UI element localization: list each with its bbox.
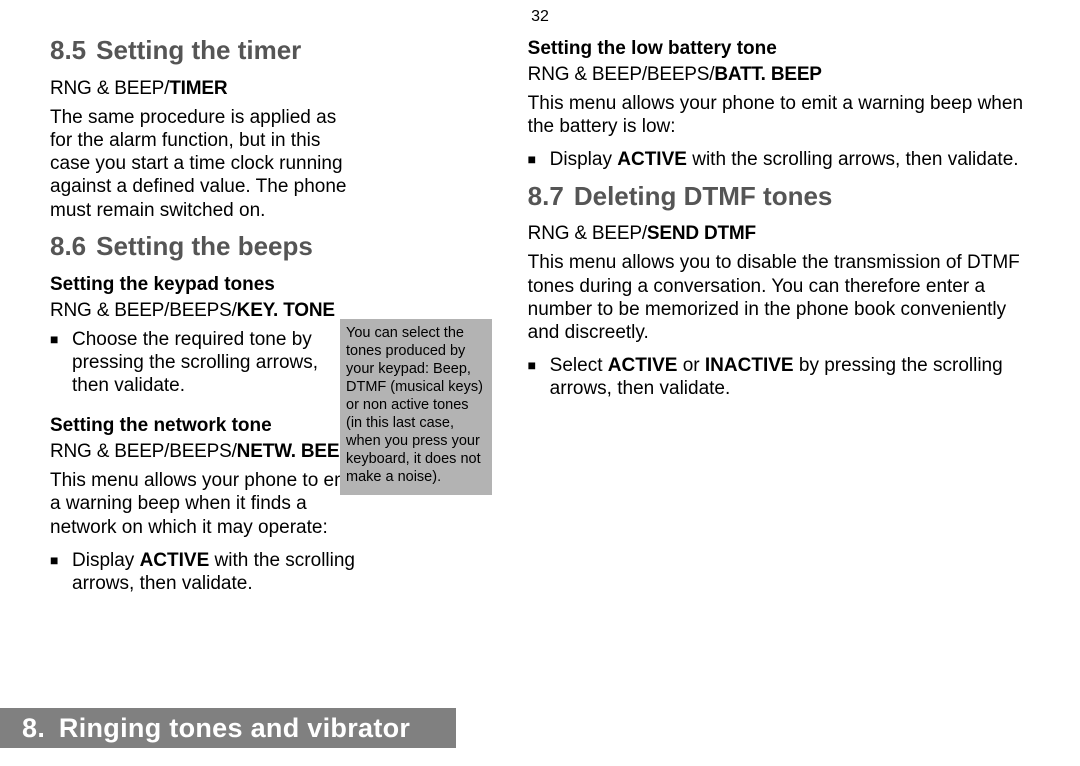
right-column: Setting the low battery tone RNG & BEEP/… [528, 22, 1030, 603]
keypad-side-note: You can select the tones produced by you… [340, 319, 492, 495]
heading-8-6: 8.6 Setting the beeps [50, 232, 488, 262]
menu-path-leaf: SEND DTMF [647, 223, 756, 244]
menu-path-leaf: TIMER [169, 78, 227, 99]
bullet-frag-bold: ACTIVE [140, 550, 210, 571]
bullet-text: Display ACTIVE with the scrolling arrows… [550, 148, 1030, 171]
subheading-low-battery: Setting the low battery tone [528, 38, 1030, 60]
menu-path-prefix: RNG & BEEP/ [528, 223, 647, 244]
menu-path-timer: RNG & BEEP/TIMER [50, 78, 488, 100]
heading-number: 8.5 [50, 35, 86, 65]
heading-8-5: 8.5 Setting the timer [50, 36, 488, 66]
bullet-frag: with the scrolling arrows, then validate… [687, 149, 1019, 170]
bullet-frag: Display [550, 149, 618, 170]
heading-text: Setting the timer [96, 35, 301, 65]
menu-path-battbeep: RNG & BEEP/BEEPS/BATT. BEEP [528, 64, 1030, 86]
network-bullet: ■ Display ACTIVE with the scrolling arro… [50, 549, 380, 595]
content-columns: 8.5 Setting the timer RNG & BEEP/TIMER Th… [50, 10, 1030, 603]
heading-number: 8.7 [528, 181, 564, 211]
bullet-frag: or [677, 355, 704, 376]
bullet-icon: ■ [50, 549, 72, 595]
bullet-text: Choose the required tone by pressing the… [72, 328, 330, 398]
battery-paragraph: This menu allows your phone to emit a wa… [528, 92, 1030, 138]
subheading-keypad-tones: Setting the keypad tones [50, 274, 488, 296]
menu-path-leaf: BATT. BEEP [714, 64, 821, 85]
timer-paragraph: The same procedure is applied as for the… [50, 106, 360, 222]
heading-number: 8.6 [50, 231, 86, 261]
heading-text: Deleting DTMF tones [574, 181, 833, 211]
bullet-frag: Display [72, 550, 140, 571]
manual-page: 32 8.5Setting the timer RNG & BEEP/TIMER… [0, 0, 1080, 766]
menu-path-prefix: RNG & BEEP/BEEPS/ [528, 64, 715, 85]
menu-path-prefix: RNG & BEEP/BEEPS/ [50, 300, 237, 321]
left-column: 8.5 Setting the timer RNG & BEEP/TIMER Th… [50, 22, 488, 603]
dtmf-paragraph: This menu allows you to disable the tran… [528, 251, 1030, 344]
bullet-frag-bold: ACTIVE [617, 149, 687, 170]
dtmf-bullet: ■ Select ACTIVE or INACTIVE by pressing … [528, 354, 1030, 400]
bullet-icon: ■ [50, 328, 72, 398]
menu-path-prefix: RNG & BEEP/ [50, 78, 169, 99]
bullet-frag: Select [550, 355, 608, 376]
menu-path-senddtmf: RNG & BEEP/SEND DTMF [528, 223, 1030, 245]
heading-8-7: 8.7 Deleting DTMF tones [528, 182, 1030, 212]
menu-path-leaf: NETW. BEEP [237, 441, 352, 462]
bullet-frag-bold: ACTIVE [608, 355, 678, 376]
battery-bullet: ■ Display ACTIVE with the scrolling arro… [528, 148, 1030, 171]
network-paragraph: This menu allows your phone to emit a wa… [50, 469, 360, 539]
bullet-icon: ■ [528, 148, 550, 171]
keypad-bullet: ■ Choose the required tone by pressing t… [50, 328, 330, 398]
bullet-icon: ■ [528, 354, 550, 400]
menu-path-leaf: KEY. TONE [237, 300, 335, 321]
chapter-title-bar: 8. Ringing tones and vibrator [0, 708, 456, 748]
heading-text: Setting the beeps [96, 231, 313, 261]
menu-path-prefix: RNG & BEEP/BEEPS/ [50, 441, 237, 462]
bullet-text: Select ACTIVE or INACTIVE by pressing th… [550, 354, 1030, 400]
bullet-frag-bold: INACTIVE [705, 355, 794, 376]
bullet-text: Display ACTIVE with the scrolling arrows… [72, 549, 380, 595]
